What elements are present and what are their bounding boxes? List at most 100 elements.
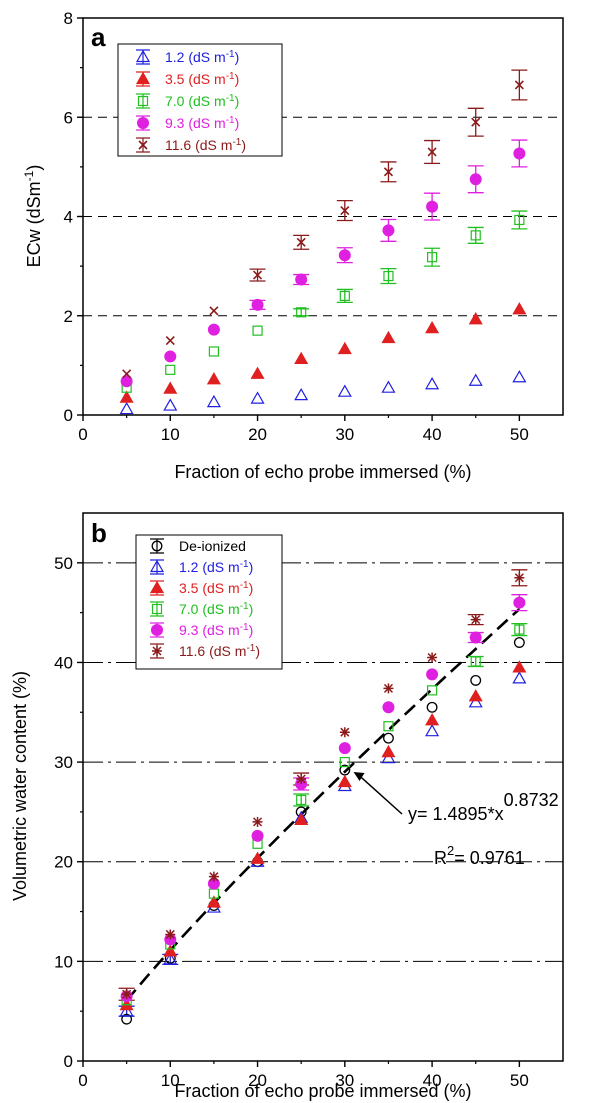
error-bar [293, 308, 310, 317]
plot-frame-b [82, 512, 564, 1062]
legend-label-close: ) [249, 580, 254, 596]
x-tick-label: 0 [78, 1071, 87, 1090]
legend-marker [151, 624, 163, 636]
data-point [337, 774, 352, 788]
legend-label-close: ) [235, 71, 240, 87]
data-markers-a [119, 80, 527, 415]
legend-label: 1.2 (dS m-1) [179, 559, 253, 575]
data-point [470, 656, 481, 667]
data-point [209, 306, 219, 316]
y-tick-label: 0 [64, 1052, 73, 1071]
data-point [338, 249, 351, 262]
legend-item: 7.0 (dS m-1) [136, 93, 239, 109]
legend-label-text: De-ionized [179, 538, 246, 554]
legend-label-close: ) [235, 115, 240, 131]
x-tick-label: 20 [248, 425, 267, 444]
data-point [206, 394, 221, 408]
data-point [119, 401, 134, 415]
x-tick-label: 40 [423, 425, 442, 444]
data-point [208, 871, 219, 882]
legend-item: 1.2 (dS m-1) [149, 559, 253, 575]
data-point [425, 320, 440, 334]
legend-label-text: 7.0 (dS m [165, 93, 226, 109]
y-axis-label-a-close: ) [24, 165, 44, 171]
legend-item: 7.0 (dS m-1) [150, 601, 253, 617]
data-markers-b [119, 572, 527, 1025]
legend-label-text: 1.2 (dS m [165, 49, 226, 65]
data-point [469, 173, 482, 186]
legend-marker [137, 117, 149, 129]
x-tick-label: 50 [510, 425, 529, 444]
data-point [514, 624, 525, 635]
legend-label-sup: -1 [226, 71, 235, 82]
legend-label-close: ) [241, 137, 246, 153]
data-point [338, 742, 351, 755]
data-point [121, 1013, 133, 1025]
legend-label-sup: -1 [240, 580, 249, 591]
data-point [512, 660, 527, 673]
legend-label-sup: -1 [226, 49, 235, 60]
annotation-arrowhead [353, 772, 365, 782]
data-point [165, 335, 175, 346]
data-point [426, 701, 438, 713]
data-point [252, 325, 263, 336]
data-point [294, 351, 309, 365]
data-point [250, 851, 265, 864]
data-point [468, 689, 483, 702]
legend-label-close: ) [235, 93, 240, 109]
y-tick-label: 0 [64, 406, 73, 425]
data-point [427, 652, 438, 663]
data-point [381, 744, 396, 758]
y-tick-label: 6 [64, 108, 73, 127]
error-bars-a [249, 69, 528, 317]
data-point [468, 312, 483, 325]
legend-item: 3.5 (dS m-1) [135, 71, 240, 87]
y-tick-label: 40 [54, 653, 73, 672]
legend-label-text: 11.6 (dS m [179, 643, 246, 659]
y-tick-label: 2 [64, 307, 73, 326]
x-tick-label: 40 [423, 1071, 442, 1090]
data-point [250, 391, 265, 404]
y-tick-label: 10 [54, 952, 73, 971]
panel-label-a: a [91, 22, 106, 52]
legend-item: 9.3 (dS m-1) [136, 115, 239, 131]
fit-equation: y= 1.4895*x0.8732 [408, 790, 559, 824]
legend-label-sup: -1 [240, 601, 249, 612]
legend-label-text: 9.3 (dS m [179, 622, 240, 638]
x-tick-label: 50 [510, 1071, 529, 1090]
error-bar [380, 267, 397, 285]
panel-a: 0 2 4 6 8 0 10 20 30 40 50 a Fraction of echo prob… [22, 9, 564, 482]
legend-label: 11.6 (dS m-1) [165, 137, 246, 153]
data-point [208, 346, 220, 357]
r-squared-r: R [434, 848, 447, 868]
error-bar [467, 655, 484, 668]
annotation-arrow [357, 773, 403, 815]
data-point [294, 812, 309, 825]
legend-marker [135, 49, 151, 63]
legend-label-text: 11.6 (dS m [165, 137, 232, 153]
data-point [381, 330, 396, 344]
panel-b: 0 10 20 30 40 50 0 10 20 30 40 50 b Fraction of ech… [10, 512, 564, 1101]
data-point [206, 895, 221, 908]
legend-label: 11.6 (dS m-1) [179, 643, 260, 659]
legend-label: 9.3 (dS m-1) [165, 115, 239, 131]
data-point [512, 671, 527, 684]
legend-marker [151, 540, 163, 552]
data-point [470, 674, 482, 686]
data-point [514, 572, 525, 583]
legend-item: 1.2 (dS m-1) [135, 49, 240, 65]
y-axis-label-a-main: ECw (dSm [24, 181, 44, 267]
legend-label-close: ) [235, 49, 240, 65]
legend-marker [151, 603, 163, 615]
legend-marker [152, 646, 162, 656]
legend-label-sup: -1 [226, 115, 235, 126]
x-tick-label: 30 [335, 1071, 354, 1090]
data-point [339, 727, 350, 738]
error-bar [467, 226, 484, 244]
r-squared: R2= 0.9761 [434, 843, 525, 868]
x-axis-label-b: Fraction of echo probe immersed (%) [174, 1081, 471, 1101]
data-point [295, 273, 308, 286]
legend-label-sup: -1 [240, 622, 249, 633]
data-point [250, 366, 265, 379]
data-point [296, 774, 307, 785]
